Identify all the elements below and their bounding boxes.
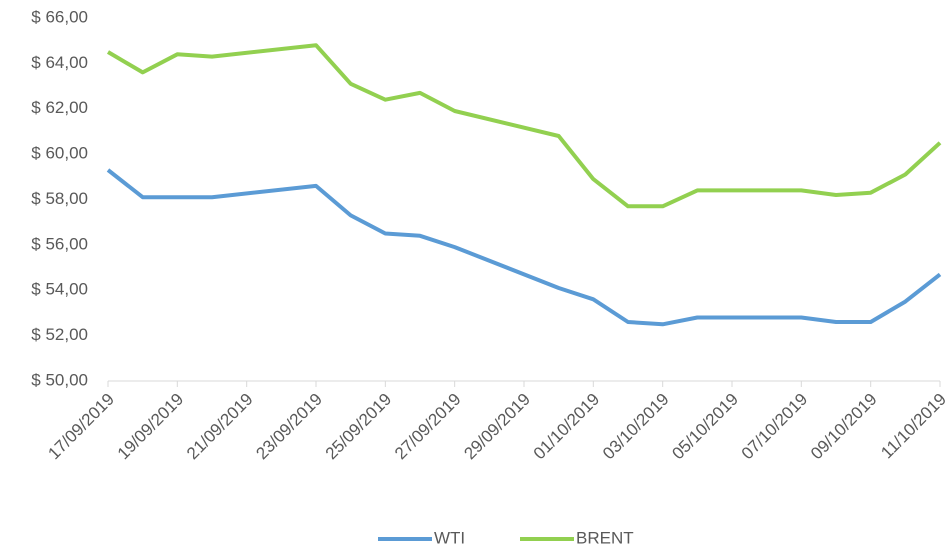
- y-tick-label: $ 64,00: [31, 53, 88, 72]
- y-tick-label: $ 54,00: [31, 280, 88, 299]
- series-line: [106, 168, 942, 327]
- x-tick-label: 05/10/2019: [668, 390, 742, 464]
- x-tick-label: 29/09/2019: [460, 390, 534, 464]
- x-tick-label: 03/10/2019: [599, 390, 673, 464]
- x-tick-label: 11/10/2019: [877, 390, 947, 463]
- x-tick-label: 17/09/2019: [44, 390, 118, 464]
- y-tick-label: $ 52,00: [31, 325, 88, 344]
- y-tick-label: $ 60,00: [31, 144, 88, 163]
- legend-label: BRENT: [576, 528, 634, 547]
- x-tick-label: 21/09/2019: [183, 390, 257, 464]
- y-tick-label: $ 62,00: [31, 98, 88, 117]
- x-tick-label: 27/09/2019: [391, 390, 465, 464]
- x-tick-label: 23/09/2019: [252, 390, 326, 464]
- x-tick-label: 07/10/2019: [738, 390, 812, 464]
- x-tick-label: 25/09/2019: [322, 390, 396, 464]
- legend-label: WTI: [434, 528, 465, 547]
- y-tick-label: $ 66,00: [31, 7, 88, 26]
- x-tick-label: 01/10/2019: [530, 390, 604, 464]
- y-tick-label: $ 50,00: [31, 370, 88, 389]
- y-tick-label: $ 58,00: [31, 189, 88, 208]
- x-tick-label: 19/09/2019: [114, 390, 188, 464]
- x-tick-label: 09/10/2019: [807, 390, 881, 464]
- series-line: [106, 43, 942, 209]
- y-tick-label: $ 56,00: [31, 234, 88, 253]
